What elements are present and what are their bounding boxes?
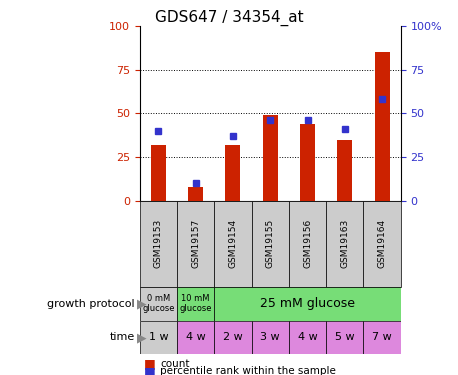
Text: GSM19156: GSM19156 (303, 219, 312, 268)
Text: 0 mM
glucose: 0 mM glucose (142, 294, 174, 314)
Bar (140, 321, 177, 354)
Bar (289, 321, 326, 354)
Bar (214, 201, 251, 287)
Text: ■: ■ (144, 365, 156, 375)
Bar (177, 287, 214, 321)
Bar (251, 201, 289, 287)
Text: ▶: ▶ (137, 297, 147, 310)
Text: 4 w: 4 w (186, 333, 206, 342)
Text: ▶: ▶ (137, 331, 147, 344)
Text: GSM19157: GSM19157 (191, 219, 200, 268)
Bar (214, 321, 251, 354)
Bar (364, 321, 401, 354)
Text: percentile rank within the sample: percentile rank within the sample (160, 366, 336, 375)
Text: time: time (110, 333, 135, 342)
Text: 25 mM glucose: 25 mM glucose (260, 297, 355, 310)
Text: 7 w: 7 w (372, 333, 392, 342)
Bar (251, 321, 289, 354)
Text: 5 w: 5 w (335, 333, 354, 342)
Text: 1 w: 1 w (148, 333, 168, 342)
Bar (364, 201, 401, 287)
Bar (289, 201, 326, 287)
Bar (177, 321, 214, 354)
Bar (338, 140, 352, 201)
Text: growth protocol: growth protocol (48, 299, 135, 309)
Bar (375, 53, 390, 201)
Text: GSM19153: GSM19153 (154, 219, 163, 268)
Bar (140, 201, 177, 287)
Bar (214, 287, 401, 321)
Bar (177, 201, 214, 287)
Text: GSM19164: GSM19164 (377, 219, 387, 268)
Text: GSM19154: GSM19154 (229, 219, 237, 268)
Text: 3 w: 3 w (261, 333, 280, 342)
Text: 4 w: 4 w (298, 333, 317, 342)
Bar (140, 287, 177, 321)
Bar (326, 321, 364, 354)
Text: GSM19155: GSM19155 (266, 219, 275, 268)
Text: count: count (160, 359, 190, 369)
Bar (188, 187, 203, 201)
Bar (151, 145, 166, 201)
Bar (263, 115, 278, 201)
Text: GSM19163: GSM19163 (340, 219, 349, 268)
Bar (225, 145, 240, 201)
Text: GDS647 / 34354_at: GDS647 / 34354_at (155, 9, 303, 26)
Bar (326, 201, 364, 287)
Bar (300, 124, 315, 201)
Text: 2 w: 2 w (223, 333, 243, 342)
Text: 10 mM
glucose: 10 mM glucose (180, 294, 212, 314)
Text: ■: ■ (144, 357, 156, 370)
